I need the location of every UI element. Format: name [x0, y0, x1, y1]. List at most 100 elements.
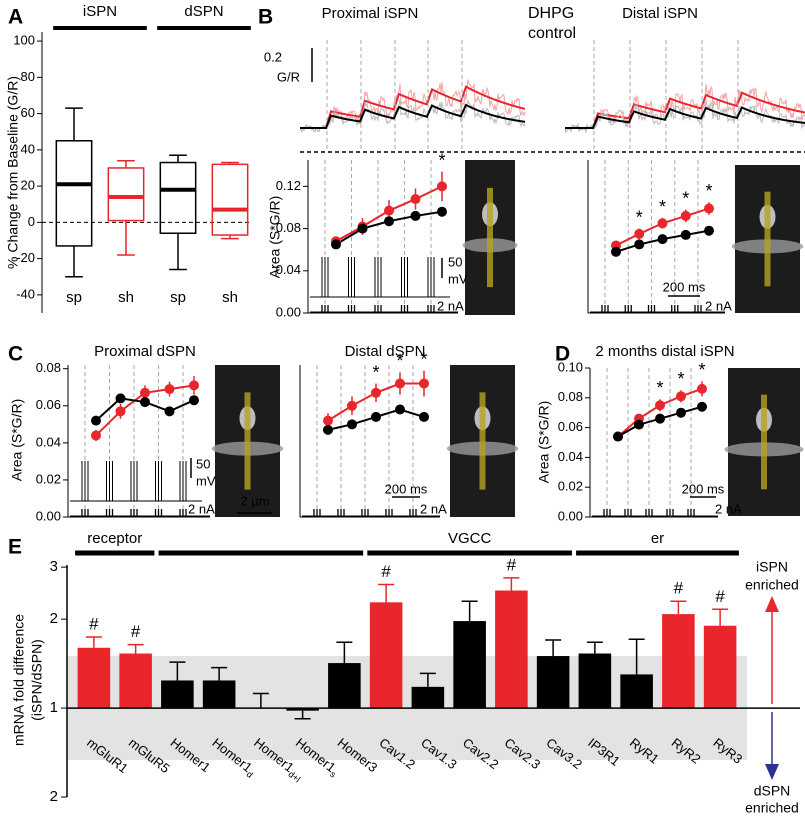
- panel-title: Proximal dSPN: [94, 343, 196, 360]
- annotation: #: [507, 555, 517, 574]
- y-tick-label: 0.04: [558, 449, 583, 464]
- x-tick-label: sp: [66, 289, 82, 306]
- bar: [453, 621, 486, 709]
- category-subscript: s: [328, 769, 338, 780]
- group-label: er: [651, 530, 664, 547]
- legend-label: control: [528, 25, 576, 42]
- scale-bar-label: 2 nA: [715, 501, 742, 516]
- y-tick-label: 2: [50, 788, 58, 805]
- data-point: [680, 229, 691, 240]
- x-tick-label: sp: [170, 289, 186, 306]
- data-point: [395, 378, 405, 389]
- y-tick-label: -40: [16, 286, 35, 301]
- data-point: [91, 415, 101, 426]
- arrow-head: [765, 764, 779, 780]
- data-point: [419, 378, 429, 389]
- box: [159, 161, 197, 234]
- y-tick-label: 1: [50, 699, 58, 716]
- box: [107, 167, 145, 222]
- data-point: [164, 384, 175, 395]
- significance-marker: *: [656, 378, 663, 398]
- data-point: [91, 430, 101, 441]
- bar: [411, 686, 445, 709]
- data-point: [384, 216, 394, 227]
- data-point: [437, 206, 447, 217]
- data-point: [676, 391, 686, 402]
- roi-line: [479, 392, 486, 490]
- y-axis-label: Area (S*G/R): [536, 401, 552, 483]
- data-point: [410, 194, 421, 205]
- raw-trace: [564, 99, 805, 134]
- y-tick-label: 0.04: [36, 434, 61, 449]
- scale-bar-label: 50: [448, 254, 462, 269]
- roi-line: [244, 392, 251, 490]
- group-label: VGCC: [448, 530, 492, 547]
- y-tick-label: 40: [21, 141, 35, 156]
- y-tick-label: 100: [13, 33, 35, 48]
- scale-bar-label: 2 nA: [705, 298, 732, 313]
- y-axis-label: % Change from Baseline (G/R): [5, 76, 21, 269]
- fit-trace: [300, 85, 526, 129]
- data-point: [704, 203, 714, 214]
- data-point: [634, 239, 645, 250]
- group-label: iSPN: [83, 3, 117, 20]
- bar: [77, 647, 111, 709]
- x-tick-label: sh: [118, 289, 134, 306]
- bar: [202, 680, 236, 709]
- data-point: [419, 411, 429, 422]
- data-point: [140, 387, 150, 398]
- y-tick-label: 0.10: [558, 359, 583, 374]
- panel-title: Distal iSPN: [622, 5, 698, 22]
- y-tick-label: 0.02: [558, 479, 583, 494]
- y-tick-label: 0.08: [558, 389, 583, 404]
- significance-marker: *: [636, 207, 643, 227]
- data-point: [347, 400, 357, 411]
- data-point: [115, 406, 126, 417]
- scale-bar-label: mV: [196, 473, 216, 488]
- significance-marker: *: [420, 349, 427, 369]
- annotation: #: [131, 622, 141, 641]
- scale-bar-label: 2 µm: [240, 493, 269, 508]
- roi-line: [764, 191, 771, 287]
- significance-marker: *: [659, 197, 666, 217]
- significance-marker: *: [682, 188, 689, 208]
- bar: [495, 590, 528, 709]
- scale-bar-label: 200 ms: [663, 279, 706, 294]
- data-point: [437, 181, 447, 192]
- data-point: [410, 210, 421, 221]
- data-point: [323, 424, 333, 435]
- y-axis-label: Area (S*G/R): [267, 196, 283, 278]
- raw-trace: [564, 84, 805, 134]
- bar: [662, 614, 695, 709]
- data-point: [357, 223, 368, 234]
- y-tick-label: 80: [21, 69, 35, 84]
- significance-marker: *: [396, 351, 403, 371]
- data-point: [323, 415, 333, 426]
- y-tick-label: -20: [16, 250, 35, 265]
- y-axis-label: mRNA fold difference: [11, 614, 27, 746]
- fit-trace: [300, 103, 526, 129]
- annotation: #: [381, 562, 391, 581]
- data-point: [189, 395, 199, 406]
- fit-trace: [565, 106, 805, 129]
- y-tick-label: 0.08: [36, 360, 61, 375]
- direction-label: dSPN: [754, 783, 791, 799]
- panel-title: 2 months distal iSPN: [595, 343, 734, 360]
- y-tick-label: 2: [50, 610, 58, 627]
- data-point: [704, 225, 714, 236]
- direction-label: iSPN: [756, 559, 788, 575]
- significance-marker: *: [438, 150, 445, 170]
- data-point: [613, 431, 623, 442]
- scale-bar-label: 2 nA: [437, 298, 464, 313]
- y-tick-label: 0.06: [36, 397, 61, 412]
- y-tick-label: 0.00: [558, 508, 583, 523]
- y-tick-label: 3: [50, 558, 58, 575]
- data-point: [140, 397, 150, 408]
- box: [55, 140, 93, 247]
- panel-label: C: [8, 343, 23, 366]
- significance-marker: *: [698, 360, 705, 380]
- direction-label: enriched: [745, 577, 799, 593]
- bar: [620, 674, 653, 709]
- data-point: [384, 205, 394, 216]
- significance-marker: *: [677, 369, 684, 389]
